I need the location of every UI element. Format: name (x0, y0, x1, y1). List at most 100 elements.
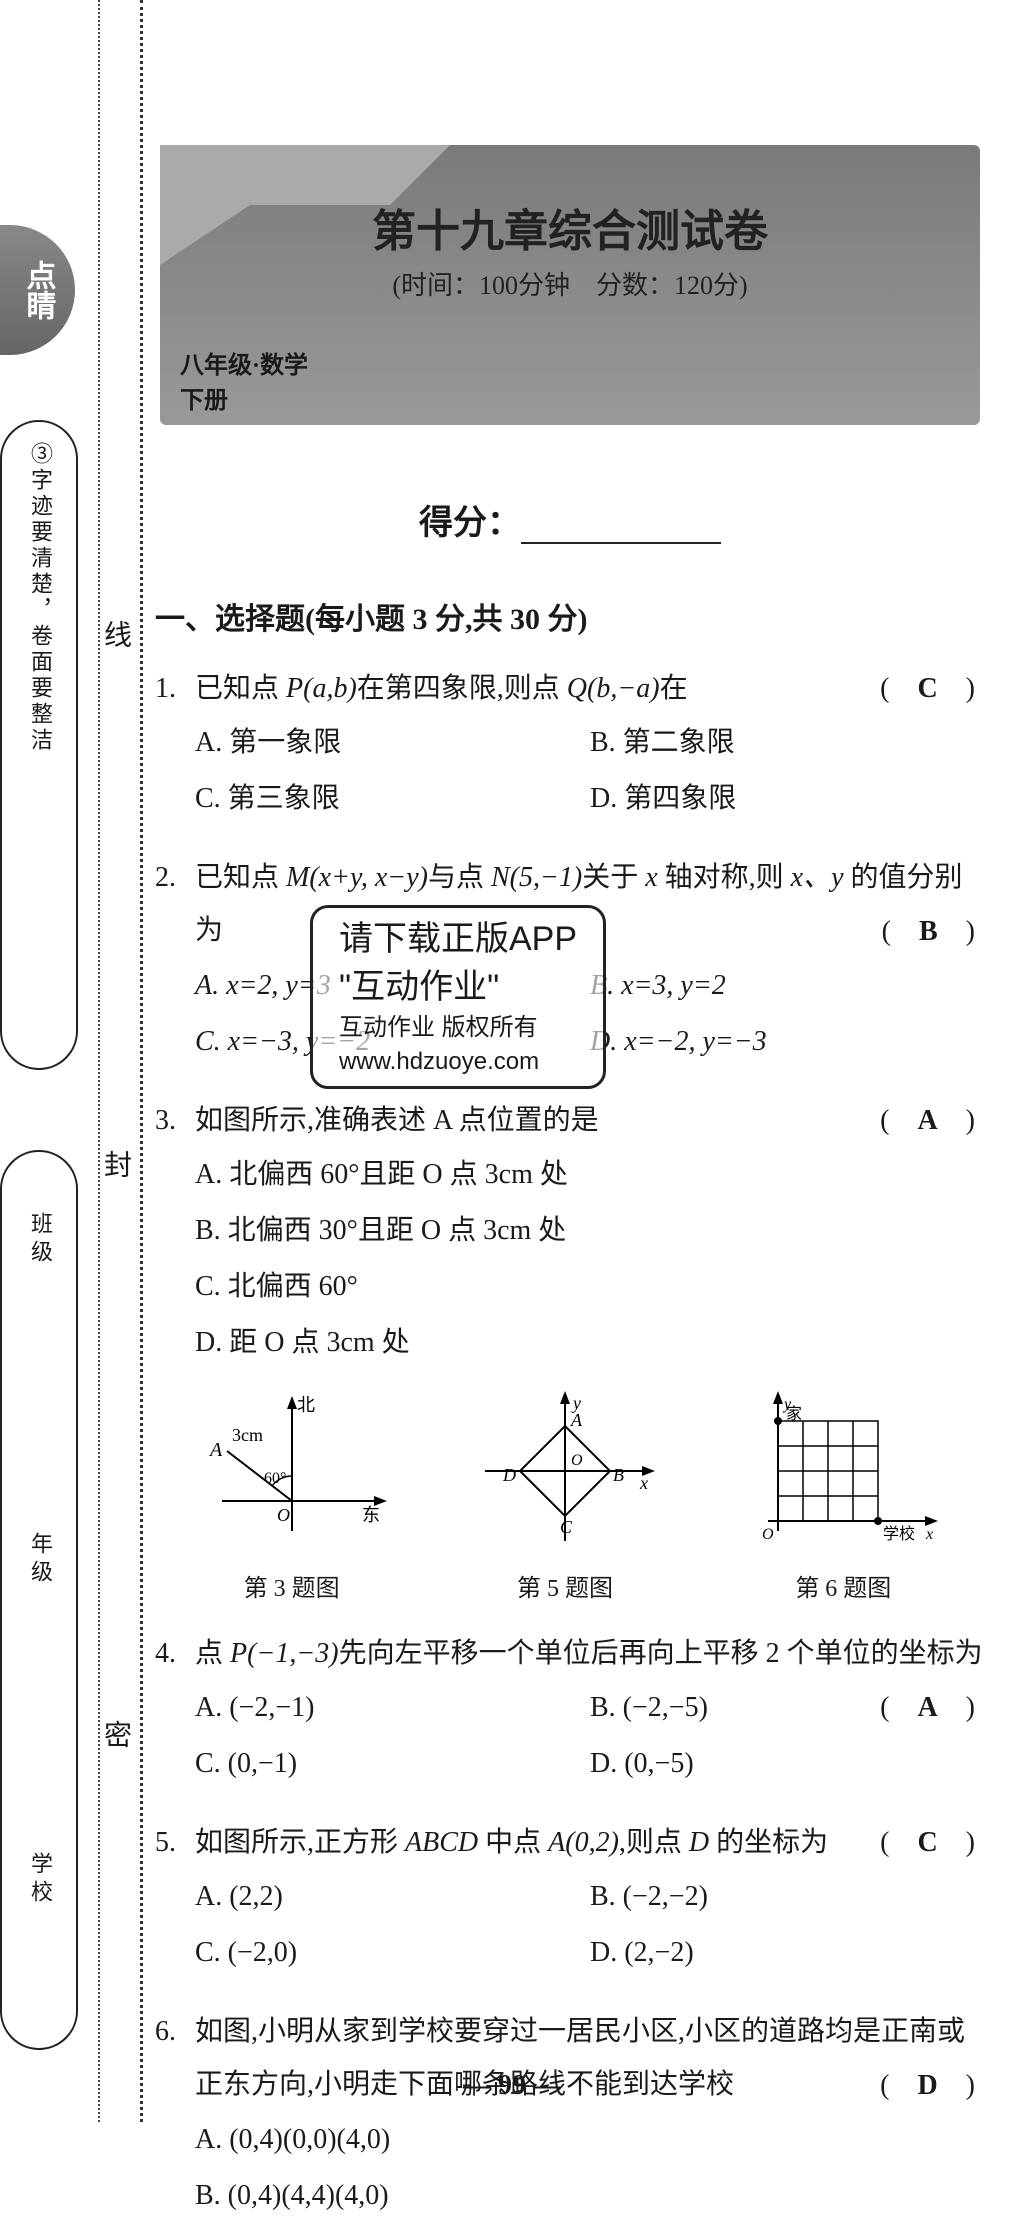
q3-text: 如图所示,准确表述 A 点位置的是 (195, 1105, 599, 1136)
q2-M: M(x+y, x−y) (286, 862, 428, 893)
header-banner: 第十九章综合测试卷 (时间：100分钟 分数：120分) 八年级·数学 下册 (160, 145, 980, 425)
q5-tc: ,则点 (619, 1827, 689, 1858)
q5-options: A. (2,2) B. (−2,−2) C. (−2,0) D. (2,−2) (155, 1869, 985, 1981)
q5-optD: D. (2,−2) (590, 1925, 985, 1981)
q1-num: 1. (155, 662, 176, 715)
svg-text:A: A (570, 1410, 583, 1430)
svg-text:D: D (502, 1465, 516, 1485)
q1-optC: C. 第三象限 (195, 771, 590, 827)
svg-text:家: 家 (786, 1405, 802, 1423)
q5-optB: B. (−2,−2) (590, 1869, 985, 1925)
q4-options: A. (−2,−1) B. (−2,−5) C. (0,−1) D. (0,−5… (155, 1680, 985, 1792)
svg-text:60°: 60° (264, 1470, 286, 1487)
figure-3: 北 东 A 3cm 60° O 第 3 题图 (192, 1381, 392, 1603)
question-3: 3. 如图所示,准确表述 A 点位置的是 ( A ) (155, 1094, 985, 1147)
q5-A: A(0,2) (548, 1827, 619, 1858)
svg-text:O: O (762, 1526, 774, 1543)
q2-ta: 已知点 (195, 862, 286, 893)
figure-6: y 家 学校 x O 第 6 题图 (738, 1381, 948, 1603)
q2-answer: ( B ) (882, 905, 975, 958)
side-note-text: ③字迹要清楚，卷面要整洁 (24, 442, 56, 754)
q4-P: P(−1,−3) (230, 1638, 339, 1669)
left-margin: 点睛 ③字迹要清楚，卷面要整洁 班级 年级 学校 (0, 0, 100, 2122)
grade-line2: 下册 (180, 380, 308, 415)
q4-optD: D. (0,−5) (590, 1736, 985, 1792)
q5-ta: 如图所示,正方形 (195, 1827, 405, 1858)
side-field-box: 班级 年级 学校 (0, 1150, 78, 2050)
q3-optA: A. 北偏西 60°且距 O 点 3cm 处 (195, 1147, 985, 1203)
svg-text:B: B (613, 1465, 624, 1485)
q1-text-b: 在第四象限,则点 (357, 673, 567, 704)
grade-tag: 八年级·数学 下册 (180, 345, 308, 415)
q5-td: 的坐标为 (709, 1827, 828, 1858)
logo-text: 点睛 (16, 260, 60, 320)
q6-options: A. (0,4)(0,0)(4,0) B. (0,4)(4,4)(4,0) (155, 2112, 985, 2224)
svg-text:A: A (208, 1439, 223, 1461)
question-4: 4. 点 P(−1,−3)先向左平移一个单位后再向上平移 2 个单位的坐标为 (… (155, 1627, 985, 1680)
q1-text-c: 在 (660, 673, 688, 704)
q4-optC: C. (0,−1) (195, 1736, 590, 1792)
question-5: 5. 如图所示,正方形 ABCD 中点 A(0,2),则点 D 的坐标为 ( C… (155, 1816, 985, 1869)
fig5-svg: y x A B C D O (465, 1381, 665, 1551)
svg-text:x: x (925, 1526, 933, 1543)
svg-text:3cm: 3cm (232, 1425, 263, 1445)
watermark-stamp: 请下载正版APP "互动作业" 互动作业 版权所有 www.hdzuoye.co… (310, 905, 606, 1089)
wm-line1: 请下载正版APP (339, 916, 577, 964)
score-blank[interactable] (521, 542, 721, 544)
title-sub: (时间：100分钟 分数：120分) (160, 265, 980, 302)
q3-optB: B. 北偏西 30°且距 O 点 3cm 处 (195, 1203, 985, 1259)
section-1-title: 一、选择题(每小题 3 分,共 30 分) (155, 594, 985, 638)
q3-optD: D. 距 O 点 3cm 处 (195, 1315, 985, 1371)
fig6-caption: 第 6 题图 (738, 1568, 948, 1603)
grade-line1: 八年级·数学 (180, 345, 308, 380)
q5-optA: A. (2,2) (195, 1869, 590, 1925)
svg-text:O: O (277, 1505, 290, 1525)
q6-optB: B. (0,4)(4,4)(4,0) (195, 2168, 985, 2224)
fig5-caption: 第 5 题图 (465, 1568, 665, 1603)
q2-optD: D. x=−2, y=−3 (590, 1014, 985, 1070)
figure-5: y x A B C D O 第 5 题图 (465, 1381, 665, 1603)
seal-feng: 封 (95, 1150, 135, 1258)
side-note-box: ③字迹要清楚，卷面要整洁 (0, 420, 78, 1070)
q1-optB: B. 第二象限 (590, 715, 985, 771)
q2-optB: B. x=3, y=2 (590, 958, 985, 1014)
svg-text:学校: 学校 (883, 1525, 915, 1543)
q4-optA: A. (−2,−1) (195, 1680, 590, 1736)
dotted-divider (140, 0, 143, 2122)
q5-num: 5. (155, 1816, 176, 1869)
fig6-svg: y 家 学校 x O (738, 1381, 948, 1551)
q2-axis: x (645, 862, 657, 893)
score-label: 得分： (419, 505, 521, 542)
q6-optA: A. (0,4)(0,0)(4,0) (195, 2112, 985, 2168)
q3-optC: C. 北偏西 60° (195, 1259, 985, 1315)
svg-text:O: O (571, 1452, 583, 1469)
wm-line2: "互动作业" (339, 964, 577, 1012)
main-content: 第十九章综合测试卷 (时间：100分钟 分数：120分) 八年级·数学 下册 得… (155, 0, 1005, 2224)
question-1: 1. 已知点 P(a,b)在第四象限,则点 Q(b,−a)在 ( C ) (155, 662, 985, 715)
q3-answer: ( A ) (880, 1094, 975, 1147)
q4-answer: ( A ) (880, 1681, 975, 1734)
fig3-caption: 第 3 题图 (192, 1568, 392, 1603)
svg-text:x: x (639, 1473, 648, 1493)
q2-td: 轴对称,则 (658, 862, 791, 893)
q1-Q: Q(b,−a) (567, 673, 660, 704)
q2-N: N(5,−1) (491, 862, 582, 893)
seal-mi: 密 (95, 1720, 135, 1828)
q6-num: 6. (155, 2005, 176, 2058)
title-main: 第十九章综合测试卷 (160, 195, 980, 259)
q5-sq: ABCD (405, 1827, 478, 1858)
q2-tb: 与点 (428, 862, 491, 893)
q1-P: P(a,b) (286, 673, 357, 704)
q2-tc: 关于 (582, 862, 645, 893)
svg-text:C: C (560, 1517, 573, 1537)
q2-num: 2. (155, 851, 176, 904)
field-xuexiao: 学校 (24, 1852, 56, 1908)
q5-answer: ( C ) (880, 1816, 975, 1869)
q5-tb: 中点 (478, 1827, 548, 1858)
svg-text:东: 东 (362, 1505, 380, 1525)
field-banji: 班级 (24, 1212, 56, 1268)
q3-num: 3. (155, 1094, 176, 1147)
fig3-svg: 北 东 A 3cm 60° O (192, 1381, 392, 1551)
q1-optD: D. 第四象限 (590, 771, 985, 827)
q4-tb: 先向左平移一个单位后再向上平移 2 个单位的坐标为 (339, 1638, 983, 1669)
